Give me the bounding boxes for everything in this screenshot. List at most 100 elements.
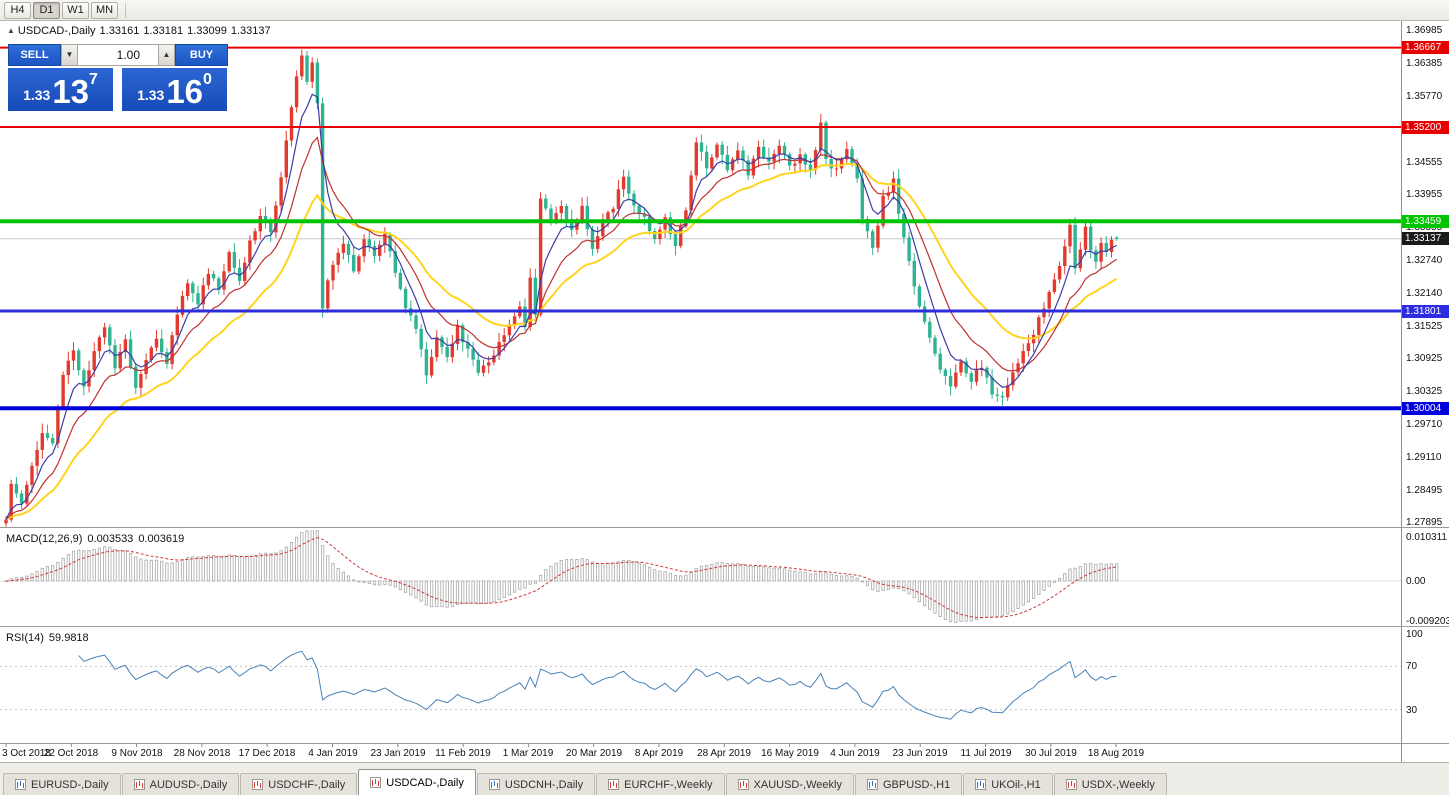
price-scale-label: 1.29710: [1406, 419, 1443, 430]
date-axis-label: 17 Dec 2018: [238, 748, 296, 759]
chart-tab-ukoil-h1[interactable]: UKOil-,H1: [963, 773, 1053, 795]
main-chart-plot[interactable]: [0, 46, 1401, 527]
macd-value-main: 0.003533: [87, 533, 134, 545]
date-axis-label: 28 Nov 2018: [173, 748, 231, 759]
level-price-tag: 1.30004: [1402, 402, 1449, 415]
ohlc-low: 1.33099: [187, 25, 227, 37]
toolbar-separator: [125, 2, 127, 18]
buy-price-sup: 0: [203, 71, 212, 88]
tab-label: USDCNH-,Daily: [504, 778, 584, 791]
timeframe-toolbar: H4 D1 W1 MN: [0, 0, 1449, 21]
mini-chart-icon: [1065, 779, 1077, 790]
chart-tab-usdcad-daily[interactable]: USDCAD-,Daily: [358, 769, 476, 795]
tab-label: USDX-,Weekly: [1081, 778, 1155, 791]
mini-chart-icon: [15, 779, 26, 790]
rsi-scale-label: 100: [1406, 629, 1423, 640]
rsi-value: 59.9818: [48, 632, 89, 644]
level-price-tag: 1.36667: [1402, 41, 1449, 54]
sell-price-big: 13: [52, 73, 90, 110]
quote-tiles: 1.33 13 7 1.33 16 0: [8, 68, 228, 111]
buy-quote-button[interactable]: 1.33 16 0: [122, 68, 227, 111]
price-scale-label: 1.32740: [1406, 255, 1443, 266]
price-scale-label: 1.30325: [1406, 386, 1443, 397]
chart-tabs: EURUSD-,Daily AUDUSD-,Daily USDCHF-,Daily U…: [3, 768, 1168, 795]
sell-quote-button[interactable]: 1.33 13 7: [8, 68, 113, 111]
mini-chart-icon: [488, 779, 500, 790]
ohlc-close: 1.33137: [230, 25, 271, 37]
mini-chart-icon: [252, 779, 264, 790]
chart-tab-audusd-daily[interactable]: AUDUSD-,Daily: [121, 773, 240, 795]
tab-label: EURUSD-,Daily: [31, 778, 109, 791]
price-scale-label: 1.35770: [1406, 91, 1443, 102]
date-axis-label: 4 Jun 2019: [830, 748, 880, 759]
chart-tab-usdx-weekly[interactable]: USDX-,Weekly: [1053, 773, 1167, 795]
price-scale-label: 1.33955: [1406, 189, 1443, 200]
price-scale-label: 1.29110: [1406, 452, 1442, 463]
price-scale-label: 1.36985: [1406, 25, 1443, 36]
ohlc-open: 1.33161: [99, 25, 140, 37]
chart-tab-usdcnh-daily[interactable]: USDCNH-,Daily: [476, 773, 596, 795]
level-price-tag: 1.35200: [1402, 121, 1449, 134]
moving-average-26: [5, 163, 1118, 521]
timeframe-button-d1[interactable]: D1: [33, 1, 60, 19]
one-click-trading-panel: SELL ▼ ▲ BUY 1.33 13 7 1.33 16 0: [8, 44, 228, 111]
bar-direction-icon: ▲: [7, 26, 15, 35]
macd-signal-line: [5, 537, 1117, 619]
timeframe-button-w1[interactable]: W1: [62, 1, 89, 19]
chart-ohlc-header: ▲ USDCAD-,Daily 1.33161 1.33181 1.33099 1.331…: [7, 25, 275, 37]
mini-chart-icon: [133, 779, 145, 790]
current-price-tag: 1.33137: [1402, 232, 1449, 245]
chart-tab-xauusd-weekly[interactable]: XAUUSD-,Weekly: [725, 773, 854, 795]
tab-label: EURCHF-,Weekly: [624, 778, 713, 791]
price-scale-label: 1.27895: [1406, 517, 1443, 528]
macd-name: MACD(12,26,9): [6, 533, 83, 545]
chart-tab-gbpusd-h1[interactable]: GBPUSD-,H1: [854, 773, 963, 795]
tab-label: AUDUSD-,Daily: [149, 778, 228, 791]
date-axis-label: 9 Nov 2018: [111, 748, 163, 759]
trade-controls-row: SELL ▼ ▲ BUY: [8, 44, 228, 66]
volume-decrease-button[interactable]: ▼: [61, 44, 78, 66]
macd-panel: [0, 530, 1401, 623]
volume-increase-button[interactable]: ▲: [158, 44, 175, 66]
date-axis-label: 18 Aug 2019: [1087, 748, 1145, 759]
chart-symbol-title: USDCAD-,Daily: [17, 25, 96, 37]
sell-price-prefix: 1.33: [23, 87, 51, 103]
tab-label: UKOil-,H1: [991, 778, 1041, 791]
mini-chart-icon: [866, 779, 878, 790]
mini-chart-icon: [737, 779, 749, 790]
ohlc-high: 1.33181: [143, 25, 184, 37]
date-axis-label: 23 Jan 2019: [370, 748, 426, 759]
mini-chart-icon: [370, 777, 382, 788]
buy-price-big: 16: [166, 73, 204, 110]
rsi-panel: [0, 650, 1401, 720]
tab-label: USDCHF-,Daily: [268, 778, 346, 791]
timeframe-button-h4[interactable]: H4: [4, 1, 31, 19]
chart-tabbar: EURUSD-,Daily AUDUSD-,Daily USDCHF-,Daily U…: [0, 762, 1449, 795]
candlestick-series: [4, 49, 1119, 527]
macd-indicator-label: MACD(12,26,9) 0.003533 0.003619: [6, 533, 189, 545]
price-scale-label: 1.32140: [1406, 288, 1443, 299]
macd-scale-label: 0.010311: [1406, 532, 1447, 543]
tab-label: GBPUSD-,H1: [882, 778, 951, 791]
level-price-tag: 1.31801: [1402, 305, 1449, 318]
rsi-line: [78, 650, 1117, 720]
chart-tab-usdchf-daily[interactable]: USDCHF-,Daily: [240, 773, 358, 795]
date-axis-label: 11 Feb 2019: [435, 748, 491, 759]
price-scale-label: 1.28495: [1406, 485, 1443, 496]
timeframe-button-mn[interactable]: MN: [91, 1, 119, 19]
volume-input[interactable]: [78, 44, 158, 66]
price-scale-label: 1.31525: [1406, 321, 1443, 332]
date-axis-label: 30 Jul 2019: [1025, 748, 1077, 759]
sell-button[interactable]: SELL: [8, 44, 61, 66]
tab-label: USDCAD-,Daily: [386, 776, 464, 789]
date-axis-label: 4 Jan 2019: [308, 748, 358, 759]
tab-label: XAUUSD-,Weekly: [753, 778, 842, 791]
date-axis-label: 22 Oct 2018: [43, 748, 99, 759]
chart-tab-eurchf-weekly[interactable]: EURCHF-,Weekly: [596, 773, 725, 795]
buy-button[interactable]: BUY: [175, 44, 228, 66]
chart-tab-eurusd-daily[interactable]: EURUSD-,Daily: [3, 773, 121, 795]
date-axis-label: 11 Jul 2019: [960, 748, 1012, 759]
date-axis-label: 8 Apr 2019: [634, 748, 684, 759]
